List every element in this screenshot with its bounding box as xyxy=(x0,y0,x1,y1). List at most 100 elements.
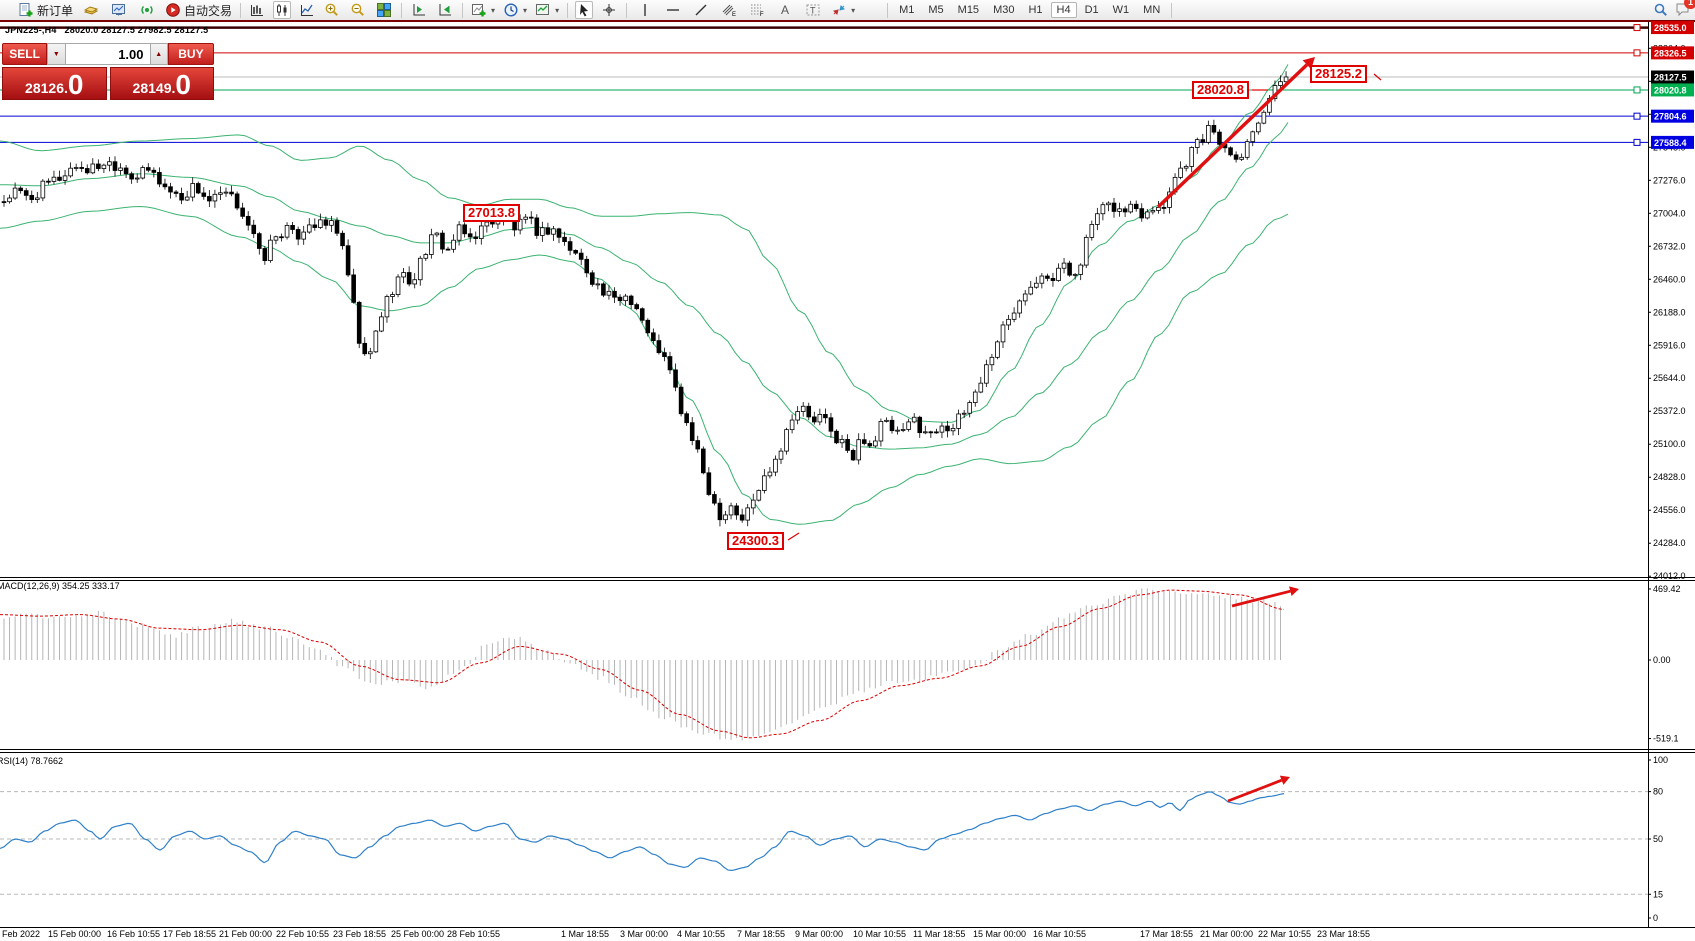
tf-h1[interactable]: H1 xyxy=(1028,4,1043,16)
svg-text:27276.0: 27276.0 xyxy=(1653,175,1686,185)
text-label-tool-icon[interactable]: T xyxy=(805,2,821,18)
buy-price-display[interactable]: 28149. 0 xyxy=(109,67,214,100)
cursor-tool-icon[interactable] xyxy=(575,1,594,19)
svg-text:28020.8: 28020.8 xyxy=(1654,85,1687,95)
notifications-button[interactable]: 1 xyxy=(1675,0,1695,20)
bar-chart-type-icon[interactable] xyxy=(249,2,265,18)
clock-icon xyxy=(503,2,519,18)
tf-m30[interactable]: M30 xyxy=(993,4,1015,16)
svg-text:0: 0 xyxy=(1653,913,1658,923)
main-toolbar: 新订单 自动交易 xyxy=(0,0,1695,21)
svg-text:28326.5: 28326.5 xyxy=(1654,48,1687,58)
svg-text:17 Mar 18:55: 17 Mar 18:55 xyxy=(1140,929,1193,939)
new-order-label: 新订单 xyxy=(37,3,74,18)
arrows-tool-button[interactable]: ▾ xyxy=(827,1,859,19)
signal-icon[interactable] xyxy=(139,2,155,18)
period-button[interactable]: ▾ xyxy=(499,1,531,19)
arrows-tool-icon xyxy=(831,2,847,18)
tf-m15[interactable]: M15 xyxy=(957,4,980,16)
svg-text:E: E xyxy=(732,12,736,18)
svg-text:100: 100 xyxy=(1653,755,1668,765)
svg-text:15 Mar 00:00: 15 Mar 00:00 xyxy=(973,929,1026,939)
sell-price-display[interactable]: 28126. 0 xyxy=(2,67,107,100)
profile-previous-icon[interactable] xyxy=(437,2,453,18)
macd-indicator-label: MACD(12,26,9) 354.25 333.17 xyxy=(0,581,120,591)
trendline-tool-icon[interactable] xyxy=(693,2,709,18)
level-lines xyxy=(0,24,1648,146)
volume-increase-button[interactable]: ▲ xyxy=(149,43,168,65)
level-handle[interactable] xyxy=(1633,112,1641,120)
profile-next-icon[interactable] xyxy=(411,2,427,18)
svg-text:11 Mar 18:55: 11 Mar 18:55 xyxy=(913,929,965,939)
svg-text:10 Mar 10:55: 10 Mar 10:55 xyxy=(853,929,906,939)
bb-upper xyxy=(0,64,1289,423)
zoom-out-icon[interactable] xyxy=(350,2,366,18)
add-indicator-button[interactable]: ▾ xyxy=(467,1,499,19)
svg-text:15: 15 xyxy=(1653,889,1663,899)
svg-text:21 Mar 00:00: 21 Mar 00:00 xyxy=(1200,929,1253,939)
tf-m5[interactable]: M5 xyxy=(928,4,944,16)
volume-input[interactable] xyxy=(65,43,150,65)
svg-text:27004.0: 27004.0 xyxy=(1653,208,1686,218)
date-axis: Feb 2022 15 Feb 00:00 16 Feb 10:55 17 Feb 1… xyxy=(2,929,1370,939)
vertical-line-tool-icon[interactable] xyxy=(637,2,653,18)
svg-text:26460.0: 26460.0 xyxy=(1653,274,1686,284)
new-order-button[interactable]: 新订单 xyxy=(14,1,77,19)
text-tool-icon[interactable]: A xyxy=(777,2,793,18)
tf-h4[interactable]: H4 xyxy=(1050,2,1077,18)
zoom-in-icon[interactable] xyxy=(324,2,340,18)
chart-ohlc: 28020.0 28127.5 27982.5 28127.5 xyxy=(64,25,209,35)
level-handle[interactable] xyxy=(1633,24,1641,32)
svg-text:80: 80 xyxy=(1653,787,1663,797)
autotrade-button[interactable]: 自动交易 xyxy=(161,1,236,19)
buy-button[interactable]: BUY xyxy=(167,43,214,65)
tf-w1[interactable]: W1 xyxy=(1112,4,1130,16)
rsi-indicator-label: RSI(14) 78.7662 xyxy=(0,756,64,766)
autotrade-label: 自动交易 xyxy=(184,3,233,18)
tf-mn[interactable]: MN xyxy=(1143,4,1161,16)
candlestick-chart-type-icon[interactable] xyxy=(273,1,292,19)
svg-text:7 Mar 18:55: 7 Mar 18:55 xyxy=(737,929,785,939)
market-watch-icon[interactable] xyxy=(111,2,127,18)
price-annotation-27013.8[interactable]: 27013.8 xyxy=(463,204,520,222)
svg-text:17 Feb 18:55: 17 Feb 18:55 xyxy=(163,929,216,939)
autotrade-icon xyxy=(165,2,181,18)
history-center-icon[interactable] xyxy=(83,2,99,18)
svg-text:0.00: 0.00 xyxy=(1653,655,1671,665)
equidistant-channel-tool-icon[interactable]: E xyxy=(721,2,737,18)
svg-text:469.42: 469.42 xyxy=(1653,584,1681,594)
svg-text:22 Feb 10:55: 22 Feb 10:55 xyxy=(276,929,329,939)
svg-text:23 Mar 18:55: 23 Mar 18:55 xyxy=(1317,929,1370,939)
chart-background xyxy=(0,22,1695,927)
search-icon[interactable] xyxy=(1653,2,1669,18)
tf-m1[interactable]: M1 xyxy=(899,4,915,16)
line-chart-type-icon[interactable] xyxy=(299,2,315,18)
horizontal-line-tool-icon[interactable] xyxy=(665,2,681,18)
svg-text:25916.0: 25916.0 xyxy=(1653,340,1686,350)
sell-button[interactable]: SELL xyxy=(2,43,48,65)
new-order-icon xyxy=(18,2,34,18)
svg-text:25 Feb 00:00: 25 Feb 00:00 xyxy=(391,929,444,939)
price-annotation-28125.2[interactable]: 28125.2 xyxy=(1310,65,1367,83)
svg-text:25644.0: 25644.0 xyxy=(1653,373,1686,383)
price-annotation-24300.3[interactable]: 24300.3 xyxy=(727,532,784,550)
volume-decrease-button[interactable]: ▼ xyxy=(47,43,66,65)
fibonacci-tool-icon[interactable]: F xyxy=(749,2,765,18)
crosshair-tool-icon[interactable] xyxy=(601,2,617,18)
level-handle[interactable] xyxy=(1633,138,1641,146)
svg-text:25372.0: 25372.0 xyxy=(1653,406,1686,416)
sell-price-sep: . xyxy=(63,80,68,96)
macd-signal-line xyxy=(0,589,1285,739)
svg-text:24284.0: 24284.0 xyxy=(1653,538,1686,548)
sell-price-main: 28126 xyxy=(25,80,64,96)
svg-text:23 Feb 18:55: 23 Feb 18:55 xyxy=(333,929,386,939)
svg-text:15 Feb 00:00: 15 Feb 00:00 xyxy=(48,929,101,939)
level-handle[interactable] xyxy=(1633,49,1641,57)
tf-d1[interactable]: D1 xyxy=(1084,4,1099,16)
svg-text:27588.4: 27588.4 xyxy=(1654,138,1687,148)
level-handle[interactable] xyxy=(1633,86,1641,94)
template-button[interactable]: ▾ xyxy=(531,1,563,19)
price-annotation-28020.8[interactable]: 28020.8 xyxy=(1192,81,1249,99)
tile-windows-icon[interactable] xyxy=(376,2,392,18)
